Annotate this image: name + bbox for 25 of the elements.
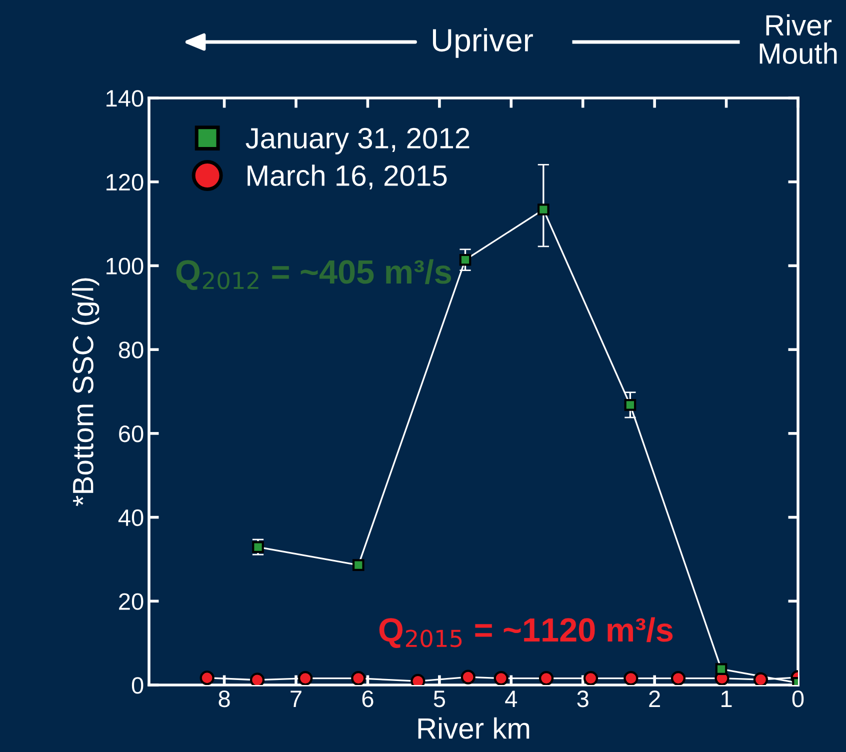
x-axis-title: River km xyxy=(418,717,530,739)
annotation: Q$_{2015}$ = ~1120 m³/s xyxy=(379,617,673,648)
annotation: Q$_{2012}$ = ~405 m³/s xyxy=(176,259,452,290)
y-tick-label: 100 xyxy=(106,258,144,274)
x-tick-label: 7 xyxy=(290,690,302,707)
x-tick-label: 6 xyxy=(362,690,374,708)
x-tick-label: 5 xyxy=(434,690,446,708)
y-tick-label: 0 xyxy=(132,677,144,694)
y-tick-label: 140 xyxy=(106,90,144,107)
text: Upriver xyxy=(432,28,533,58)
x-tick-label: 4 xyxy=(505,690,518,707)
y-tick-label: 60 xyxy=(119,425,144,442)
legend-label: January 31, 2012 xyxy=(246,128,470,154)
x-tick-label: 0 xyxy=(792,690,804,708)
y-tick-label: 20 xyxy=(119,593,144,610)
y-tick-label: 80 xyxy=(118,342,144,358)
x-tick-label: 8 xyxy=(218,690,230,708)
text: River Mouth xyxy=(760,14,837,64)
x-tick-label: 3 xyxy=(577,690,588,708)
y-axis-title: *Bottom SSC (g/l) xyxy=(72,278,100,506)
y-tick-label: 40 xyxy=(118,509,144,526)
x-tick-label: 1 xyxy=(722,690,732,707)
y-tick-label: 120 xyxy=(106,174,144,191)
legend-label: March 16, 2015 xyxy=(248,164,447,190)
x-tick-label: 2 xyxy=(649,690,660,707)
